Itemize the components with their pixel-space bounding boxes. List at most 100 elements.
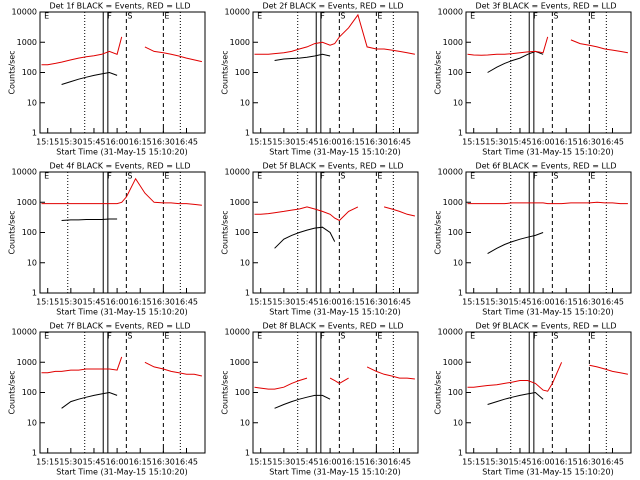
y-tick-label: 1000 (230, 358, 250, 367)
x-tick-label: 15:45 (295, 458, 318, 467)
x-tick-label: 15:30 (59, 138, 82, 147)
interval-marker: E (377, 172, 382, 181)
x-tick-label: 15:15 (36, 298, 59, 307)
y-tick-label: 100 (22, 228, 37, 237)
x-tick-label: 16:00 (106, 138, 129, 147)
interval-marker: S (127, 332, 132, 341)
interval-marker: S (340, 172, 345, 181)
x-axis-label: Start Time (31-May-15 15:10:20) (56, 308, 187, 317)
interval-marker: E (164, 172, 169, 181)
interval-marker: E (257, 12, 262, 21)
y-tick-label: 1000 (443, 198, 463, 207)
y-tick-label: 10000 (438, 8, 463, 17)
x-tick-label: 16:15 (555, 458, 578, 467)
panel-title: Det 2f BLACK = Events, RED = LLD (262, 2, 403, 11)
series-line (41, 177, 202, 206)
x-tick-label: 15:45 (82, 458, 105, 467)
y-tick-label: 1 (245, 449, 250, 458)
panel-title: Det 1f BLACK = Events, RED = LLD (49, 2, 190, 11)
x-tick-label: 16:00 (532, 138, 555, 147)
y-tick-label: 10 (27, 98, 37, 107)
interval-marker: F (107, 332, 112, 341)
x-tick-label: 16:15 (555, 138, 578, 147)
y-tick-label: 10 (240, 98, 250, 107)
series-line (274, 226, 336, 249)
series-line (467, 201, 628, 205)
x-tick-label: 16:00 (532, 458, 555, 467)
y-tick-label: 10000 (12, 8, 37, 17)
x-axis-label: Start Time (31-May-15 15:10:20) (482, 148, 613, 157)
x-tick-label: 16:45 (175, 298, 198, 307)
plot-frame (465, 331, 632, 454)
x-tick-label: 16:45 (601, 298, 624, 307)
y-tick-label: 100 (22, 68, 37, 77)
series-line (467, 362, 629, 392)
x-tick-label: 15:15 (36, 138, 59, 147)
y-tick-label: 1000 (17, 38, 37, 47)
x-axis-label: Start Time (31-May-15 15:10:20) (56, 148, 187, 157)
interval-marker: E (470, 172, 475, 181)
x-tick-label: 15:30 (59, 458, 82, 467)
series-line (274, 53, 331, 61)
y-tick-label: 1 (458, 449, 463, 458)
series-line (41, 36, 203, 66)
plot-frame (39, 171, 206, 294)
y-tick-label: 10000 (438, 328, 463, 337)
x-tick-label: 16:00 (319, 458, 342, 467)
x-axis-label: Start Time (31-May-15 15:10:20) (269, 148, 400, 157)
x-tick-label: 16:30 (152, 138, 175, 147)
series-line (61, 71, 118, 85)
y-axis-label: Counts/sec (8, 370, 17, 414)
x-tick-label: 16:45 (601, 138, 624, 147)
x-tick-label: 16:15 (129, 458, 152, 467)
interval-marker: F (533, 332, 538, 341)
panel: Det 9f BLACK = Events, RED = LLD Start Ti… (434, 322, 632, 477)
y-tick-label: 10 (453, 98, 463, 107)
y-tick-label: 1000 (230, 38, 250, 47)
y-tick-label: 1 (245, 289, 250, 298)
interval-marker: E (44, 332, 49, 341)
x-tick-label: 15:45 (82, 138, 105, 147)
x-tick-label: 16:45 (388, 138, 411, 147)
panel: Det 3f BLACK = Events, RED = LLD Start Ti… (434, 2, 632, 157)
x-tick-label: 15:30 (59, 298, 82, 307)
interval-marker: E (470, 332, 475, 341)
x-tick-label: 16:00 (532, 298, 555, 307)
y-tick-label: 100 (448, 228, 463, 237)
y-tick-label: 10000 (12, 328, 37, 337)
interval-marker: E (257, 332, 262, 341)
series-line (61, 391, 118, 409)
panel: Det 8f BLACK = Events, RED = LLD Start Ti… (221, 322, 419, 477)
series-line (487, 391, 544, 405)
y-tick-label: 10000 (225, 8, 250, 17)
x-tick-label: 15:45 (82, 298, 105, 307)
x-tick-label: 15:15 (462, 298, 485, 307)
series-line (467, 36, 628, 56)
interval-marker: E (590, 172, 595, 181)
y-tick-label: 10000 (438, 168, 463, 177)
panel-title: Det 9f BLACK = Events, RED = LLD (475, 322, 616, 331)
plot-frame (39, 331, 206, 454)
x-tick-label: 16:45 (388, 458, 411, 467)
x-tick-label: 16:30 (152, 298, 175, 307)
interval-marker: F (533, 172, 538, 181)
x-tick-label: 15:45 (508, 138, 531, 147)
x-tick-label: 15:30 (485, 138, 508, 147)
panel: Det 7f BLACK = Events, RED = LLD Start Ti… (8, 322, 206, 477)
series-line (41, 356, 203, 377)
x-tick-label: 16:30 (365, 138, 388, 147)
interval-marker: S (127, 172, 132, 181)
x-tick-label: 16:30 (578, 458, 601, 467)
x-tick-label: 16:15 (555, 298, 578, 307)
y-tick-label: 1 (245, 129, 250, 138)
y-tick-label: 10000 (12, 168, 37, 177)
y-tick-label: 1 (32, 449, 37, 458)
x-axis-label: Start Time (31-May-15 15:10:20) (269, 468, 400, 477)
x-axis-label: Start Time (31-May-15 15:10:20) (482, 468, 613, 477)
x-tick-label: 16:45 (601, 458, 624, 467)
interval-marker: E (257, 172, 262, 181)
interval-marker: S (127, 12, 132, 21)
plot-frame (39, 11, 206, 134)
y-tick-label: 100 (22, 388, 37, 397)
x-tick-label: 15:45 (508, 458, 531, 467)
